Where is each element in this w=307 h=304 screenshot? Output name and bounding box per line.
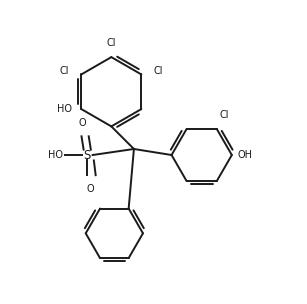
Text: Cl: Cl xyxy=(107,38,116,48)
Text: Cl: Cl xyxy=(60,66,69,76)
Text: O: O xyxy=(87,184,94,194)
Text: Cl: Cl xyxy=(154,66,163,76)
Text: HO: HO xyxy=(57,104,72,114)
Text: Cl: Cl xyxy=(220,110,229,120)
Text: OH: OH xyxy=(237,150,252,160)
Text: O: O xyxy=(79,118,87,128)
Text: HO: HO xyxy=(48,150,63,160)
Text: S: S xyxy=(84,149,91,161)
